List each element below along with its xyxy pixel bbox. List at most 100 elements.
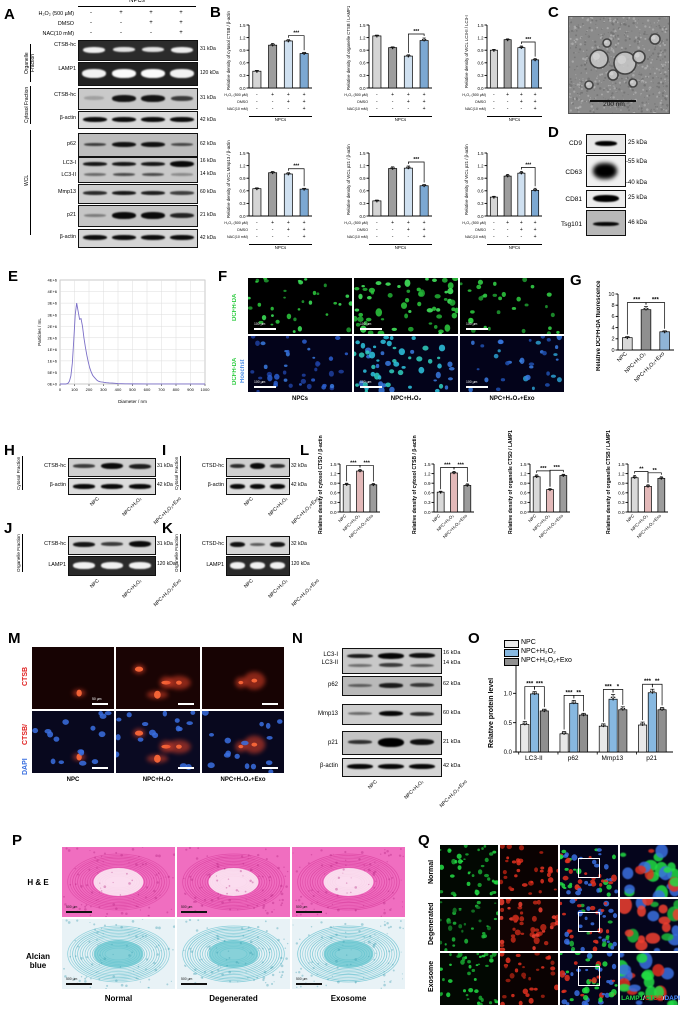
- panel-b-1-sign-2-2: -: [407, 106, 410, 112]
- panel-b-2-sign-1-3: +: [533, 99, 537, 105]
- panel-m-row-label-1: CTSB: [22, 666, 29, 686]
- panel-a-group-header: NPCs: [129, 0, 145, 4]
- panel-a-sign-1-2: +: [149, 20, 153, 26]
- svg-text:0: 0: [59, 387, 62, 392]
- svg-text:***: ***: [540, 466, 547, 472]
- svg-text:1.2: 1.2: [240, 35, 247, 40]
- panel-b-2-group-header: NPCs: [508, 117, 521, 122]
- panel-f-scalebar-1-2: [466, 386, 488, 388]
- panel-l-ylabel-3: Relative density of organelle CTSB / LAM…: [606, 430, 612, 534]
- panel-label-a: A: [4, 6, 15, 23]
- svg-text:NPC: NPC: [625, 513, 635, 523]
- svg-text:1.5: 1.5: [330, 462, 337, 467]
- panel-i-lane-0: NPC: [243, 496, 255, 508]
- panel-i-lane-2: NPC+H₂O₂+Exo: [290, 496, 321, 526]
- svg-text:0.6: 0.6: [240, 189, 247, 194]
- panel-b-0-treatment-label-0: H₂O₂ (500 µM): [224, 93, 248, 97]
- panel-b-1-sign-2-1: -: [391, 106, 394, 112]
- svg-text:***: ***: [413, 29, 419, 35]
- panel-n-mw-actin: 42 kDa: [443, 763, 461, 769]
- panel-m-image-1-1: [116, 711, 200, 773]
- panel-g-ylabel: Relative DCFH-DA fluorescence: [596, 280, 602, 372]
- panel-b-ylabel-3: Relative density of WCL Mmp13 / β-actin: [226, 140, 231, 218]
- panel-j-fraction-label: Organelle Fraction: [16, 534, 21, 572]
- panel-b-3-sign-1-1: -: [271, 227, 274, 233]
- svg-text:1.2: 1.2: [360, 35, 367, 40]
- panel-b-ylabel-2: Relative density of WCL LC3-II / LC3-I: [464, 15, 469, 89]
- panel-q-zoom-box-1: [578, 912, 600, 932]
- panel-a-sign-0-3: +: [179, 10, 183, 16]
- panel-f-scalebar-label-1-0: 100 µm: [254, 380, 266, 384]
- panel-b-3-treatment-label-2: NAC(10 mM): [227, 235, 248, 239]
- panel-q-image-2-0: [440, 953, 498, 1005]
- panel-label-l: L: [300, 442, 310, 459]
- svg-text:1000: 1000: [201, 387, 211, 392]
- panel-b-3-group-rule: [249, 244, 312, 245]
- panel-q-legend-dapi: DAPI: [664, 995, 680, 1002]
- svg-text:400: 400: [115, 387, 122, 392]
- svg-text:***: ***: [633, 298, 641, 304]
- svg-text:***: ***: [444, 462, 451, 468]
- svg-text:10: 10: [608, 292, 614, 298]
- panel-b-0-sign-1-1: -: [271, 99, 274, 105]
- panel-b-3-sign-2-3: +: [302, 234, 306, 240]
- svg-text:1.2: 1.2: [478, 163, 485, 168]
- panel-o-legend-label-0: NPC: [521, 639, 536, 646]
- panel-j-blot-label-0: CTSB-hc: [44, 541, 66, 547]
- panel-f-image-0-0: [248, 278, 352, 334]
- panel-a-blot-actin-cytosol: [78, 111, 198, 129]
- svg-text:0.0: 0.0: [240, 214, 247, 219]
- svg-text:0.6: 0.6: [520, 491, 527, 496]
- panel-f-image-0-1: [354, 278, 458, 334]
- svg-text:***: ***: [525, 37, 531, 43]
- panel-p-scalebar-1-0: [66, 983, 92, 985]
- svg-text:0.0: 0.0: [478, 86, 485, 91]
- panel-b-1-sign-2-3: +: [422, 106, 426, 112]
- svg-text:0.0: 0.0: [520, 510, 527, 515]
- panel-b-0-sign-0-2: +: [286, 92, 290, 98]
- panel-p-image-1-1: [177, 919, 290, 989]
- svg-text:600: 600: [144, 387, 151, 392]
- panel-f-scalebar-label-0-0: 100 µm: [254, 322, 266, 326]
- panel-b-5-sign-1-1: -: [506, 227, 509, 233]
- svg-text:**: **: [576, 690, 581, 696]
- panel-d-blot-cd63: [586, 155, 626, 187]
- panel-b-2-group-rule: [487, 116, 542, 117]
- svg-text:0.9: 0.9: [240, 48, 247, 53]
- panel-b-0-sign-1-2: +: [286, 99, 290, 105]
- panel-k-lane-1: NPC+H₂O₂: [267, 578, 290, 600]
- panel-h-blot-label-1: β-actin: [49, 482, 66, 488]
- panel-j-blot-0: [68, 536, 156, 555]
- svg-text:NPC+H₂O₂+Exo: NPC+H₂O₂+Exo: [442, 513, 469, 540]
- panel-b-4-treatment-label-2: NAC(10 mM): [347, 235, 368, 239]
- panel-p-col-label-0: Normal: [104, 994, 133, 1003]
- panel-k-lane-2: NPC+H₂O₂+Exo: [290, 578, 321, 608]
- panel-m-row-label-2b: DAPI: [22, 758, 29, 776]
- panel-b-4-sign-0-2: +: [406, 220, 410, 226]
- panel-p-scalebar-1-2: [296, 983, 322, 985]
- svg-text:0.0: 0.0: [478, 214, 485, 219]
- panel-a-blot-label-actin-cyt: β-actin: [59, 115, 76, 121]
- panel-b-4-sign-1-1: -: [391, 227, 394, 233]
- panel-f-image-0-2: [460, 278, 564, 334]
- panel-h-fraction-label: Cytosol Fraction: [16, 456, 21, 490]
- panel-n-mw-lc3ii: 14 kDa: [443, 660, 461, 666]
- svg-text:8: 8: [611, 303, 614, 309]
- svg-text:0.3: 0.3: [478, 201, 485, 206]
- svg-text:0.0: 0.0: [240, 86, 247, 91]
- panel-a-blot-lamp1: [78, 62, 198, 86]
- panel-k-fraction-label: Organelle Fraction: [174, 534, 179, 572]
- svg-text:0.3: 0.3: [424, 500, 431, 505]
- panel-b-2-sign-0-1: +: [506, 92, 510, 98]
- panel-b-2-treatment-label-2: NAC(10 mM): [465, 107, 486, 111]
- panel-b-2-sign-2-1: -: [506, 106, 509, 112]
- svg-text:***: ***: [565, 690, 573, 696]
- svg-text:0E+0: 0E+0: [48, 382, 58, 387]
- panel-b-ylabel-4: Relative density of WCL p21 / β-actin: [346, 144, 351, 216]
- svg-text:0.3: 0.3: [618, 500, 625, 505]
- panel-a-sign-0-1: +: [119, 10, 123, 16]
- panel-h-bracket: [22, 456, 23, 490]
- panel-n-mw-p62: 62 kDa: [443, 681, 461, 687]
- panel-b-ylabel-0: Relative density of cytosol CTSB / β-act…: [226, 11, 231, 90]
